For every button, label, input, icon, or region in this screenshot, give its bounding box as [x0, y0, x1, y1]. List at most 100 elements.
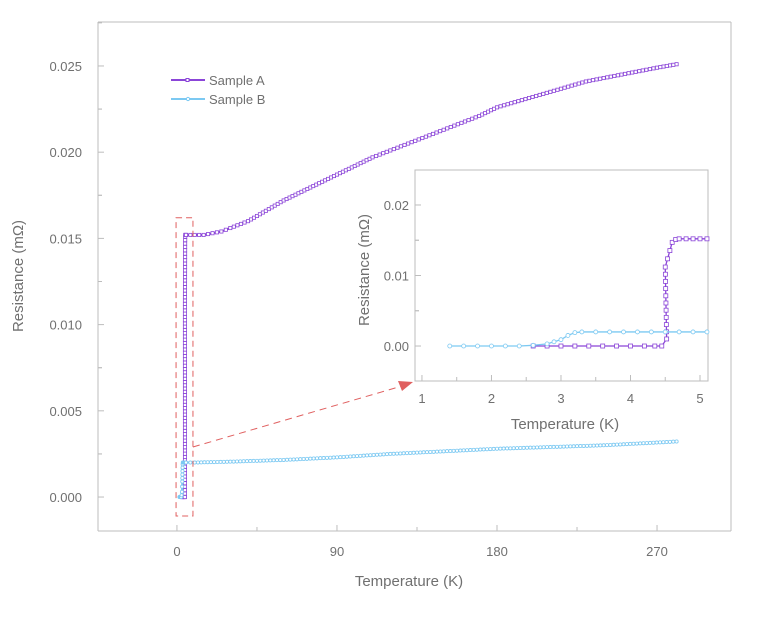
- data-point: [587, 78, 592, 83]
- data-point: [206, 232, 211, 237]
- series-line-sample-b: [449, 331, 707, 347]
- data-point: [231, 224, 236, 229]
- data-point: [505, 102, 510, 107]
- data-point: [182, 438, 187, 443]
- data-point: [364, 453, 369, 458]
- data-point: [545, 445, 550, 450]
- data-point: [368, 453, 373, 458]
- data-point: [402, 142, 407, 147]
- data-point: [182, 305, 187, 310]
- data-point: [605, 443, 610, 448]
- data-point: [381, 151, 386, 156]
- data-point: [572, 330, 578, 336]
- main-y-axis-title: Resistance (mΩ): [10, 220, 27, 332]
- data-point: [663, 322, 669, 327]
- data-point: [454, 448, 459, 453]
- data-point: [395, 145, 400, 150]
- data-point: [428, 449, 433, 454]
- data-point: [228, 459, 233, 464]
- data-point: [525, 445, 530, 450]
- data-point: [555, 444, 560, 449]
- y-tick-label: 0.00: [384, 339, 409, 354]
- data-point: [664, 440, 669, 445]
- data-point: [242, 220, 247, 225]
- data-point: [502, 103, 507, 108]
- data-point: [180, 479, 185, 484]
- data-point: [182, 376, 187, 381]
- data-point: [182, 370, 187, 375]
- data-point: [611, 442, 616, 447]
- data-point: [258, 458, 263, 463]
- data-point: [624, 442, 629, 447]
- data-point: [384, 452, 389, 457]
- x-tick-label: 0: [173, 544, 180, 559]
- data-point: [228, 226, 233, 231]
- data-point: [704, 329, 710, 335]
- data-point: [438, 129, 443, 134]
- data-point: [535, 445, 540, 450]
- legend-marker-sample-a: [185, 78, 190, 82]
- data-point: [608, 442, 613, 447]
- data-point: [655, 65, 660, 70]
- data-point: [671, 439, 676, 444]
- data-point: [447, 343, 453, 349]
- data-point: [182, 435, 187, 440]
- data-point: [509, 101, 514, 106]
- data-point: [278, 458, 283, 463]
- data-point: [179, 489, 184, 494]
- data-point: [669, 239, 675, 245]
- data-point: [661, 440, 666, 445]
- data-point: [409, 140, 414, 145]
- data-point: [598, 76, 603, 81]
- data-point: [521, 445, 526, 450]
- data-point: [351, 454, 356, 459]
- data-point: [341, 454, 346, 459]
- data-point: [461, 343, 467, 349]
- data-point: [182, 354, 187, 359]
- x-tick-label: 3: [557, 391, 564, 406]
- data-point: [182, 318, 187, 323]
- data-point: [208, 460, 213, 465]
- data-point: [201, 232, 206, 237]
- data-point: [591, 78, 596, 83]
- data-point: [304, 456, 309, 461]
- data-point: [179, 493, 184, 498]
- y-tick-label: 0.02: [384, 198, 409, 213]
- y-tick-label: 0.010: [49, 318, 82, 333]
- data-point: [641, 343, 647, 349]
- data-point: [667, 248, 673, 253]
- data-point: [231, 459, 236, 464]
- data-point: [607, 329, 613, 335]
- data-point: [565, 444, 570, 449]
- main-x-axis-title: Temperature (K): [355, 573, 463, 590]
- data-point: [406, 141, 411, 146]
- data-point: [215, 459, 220, 464]
- data-point: [205, 460, 210, 465]
- data-point: [697, 236, 703, 242]
- data-point: [182, 327, 187, 332]
- data-point: [501, 446, 506, 451]
- data-point: [308, 456, 313, 461]
- data-point: [183, 241, 188, 246]
- data-point: [182, 288, 187, 293]
- data-point: [475, 343, 480, 349]
- data-point: [391, 147, 396, 152]
- data-point: [519, 98, 524, 103]
- data-point: [598, 443, 603, 448]
- data-point: [271, 458, 276, 463]
- data-point: [663, 307, 669, 313]
- data-point: [251, 458, 256, 463]
- data-point: [594, 77, 599, 82]
- data-point: [182, 291, 187, 296]
- data-point: [318, 456, 323, 461]
- inset-plot: 1 2 3 4 5 0.00 0.01 0.02: [384, 169, 710, 406]
- data-point: [434, 449, 439, 454]
- data-point: [384, 149, 389, 154]
- data-point: [188, 232, 193, 237]
- data-point: [441, 449, 446, 454]
- data-point: [183, 248, 188, 253]
- data-point: [462, 119, 467, 124]
- data-point: [544, 90, 549, 95]
- data-point: [662, 271, 668, 277]
- data-point: [401, 451, 406, 456]
